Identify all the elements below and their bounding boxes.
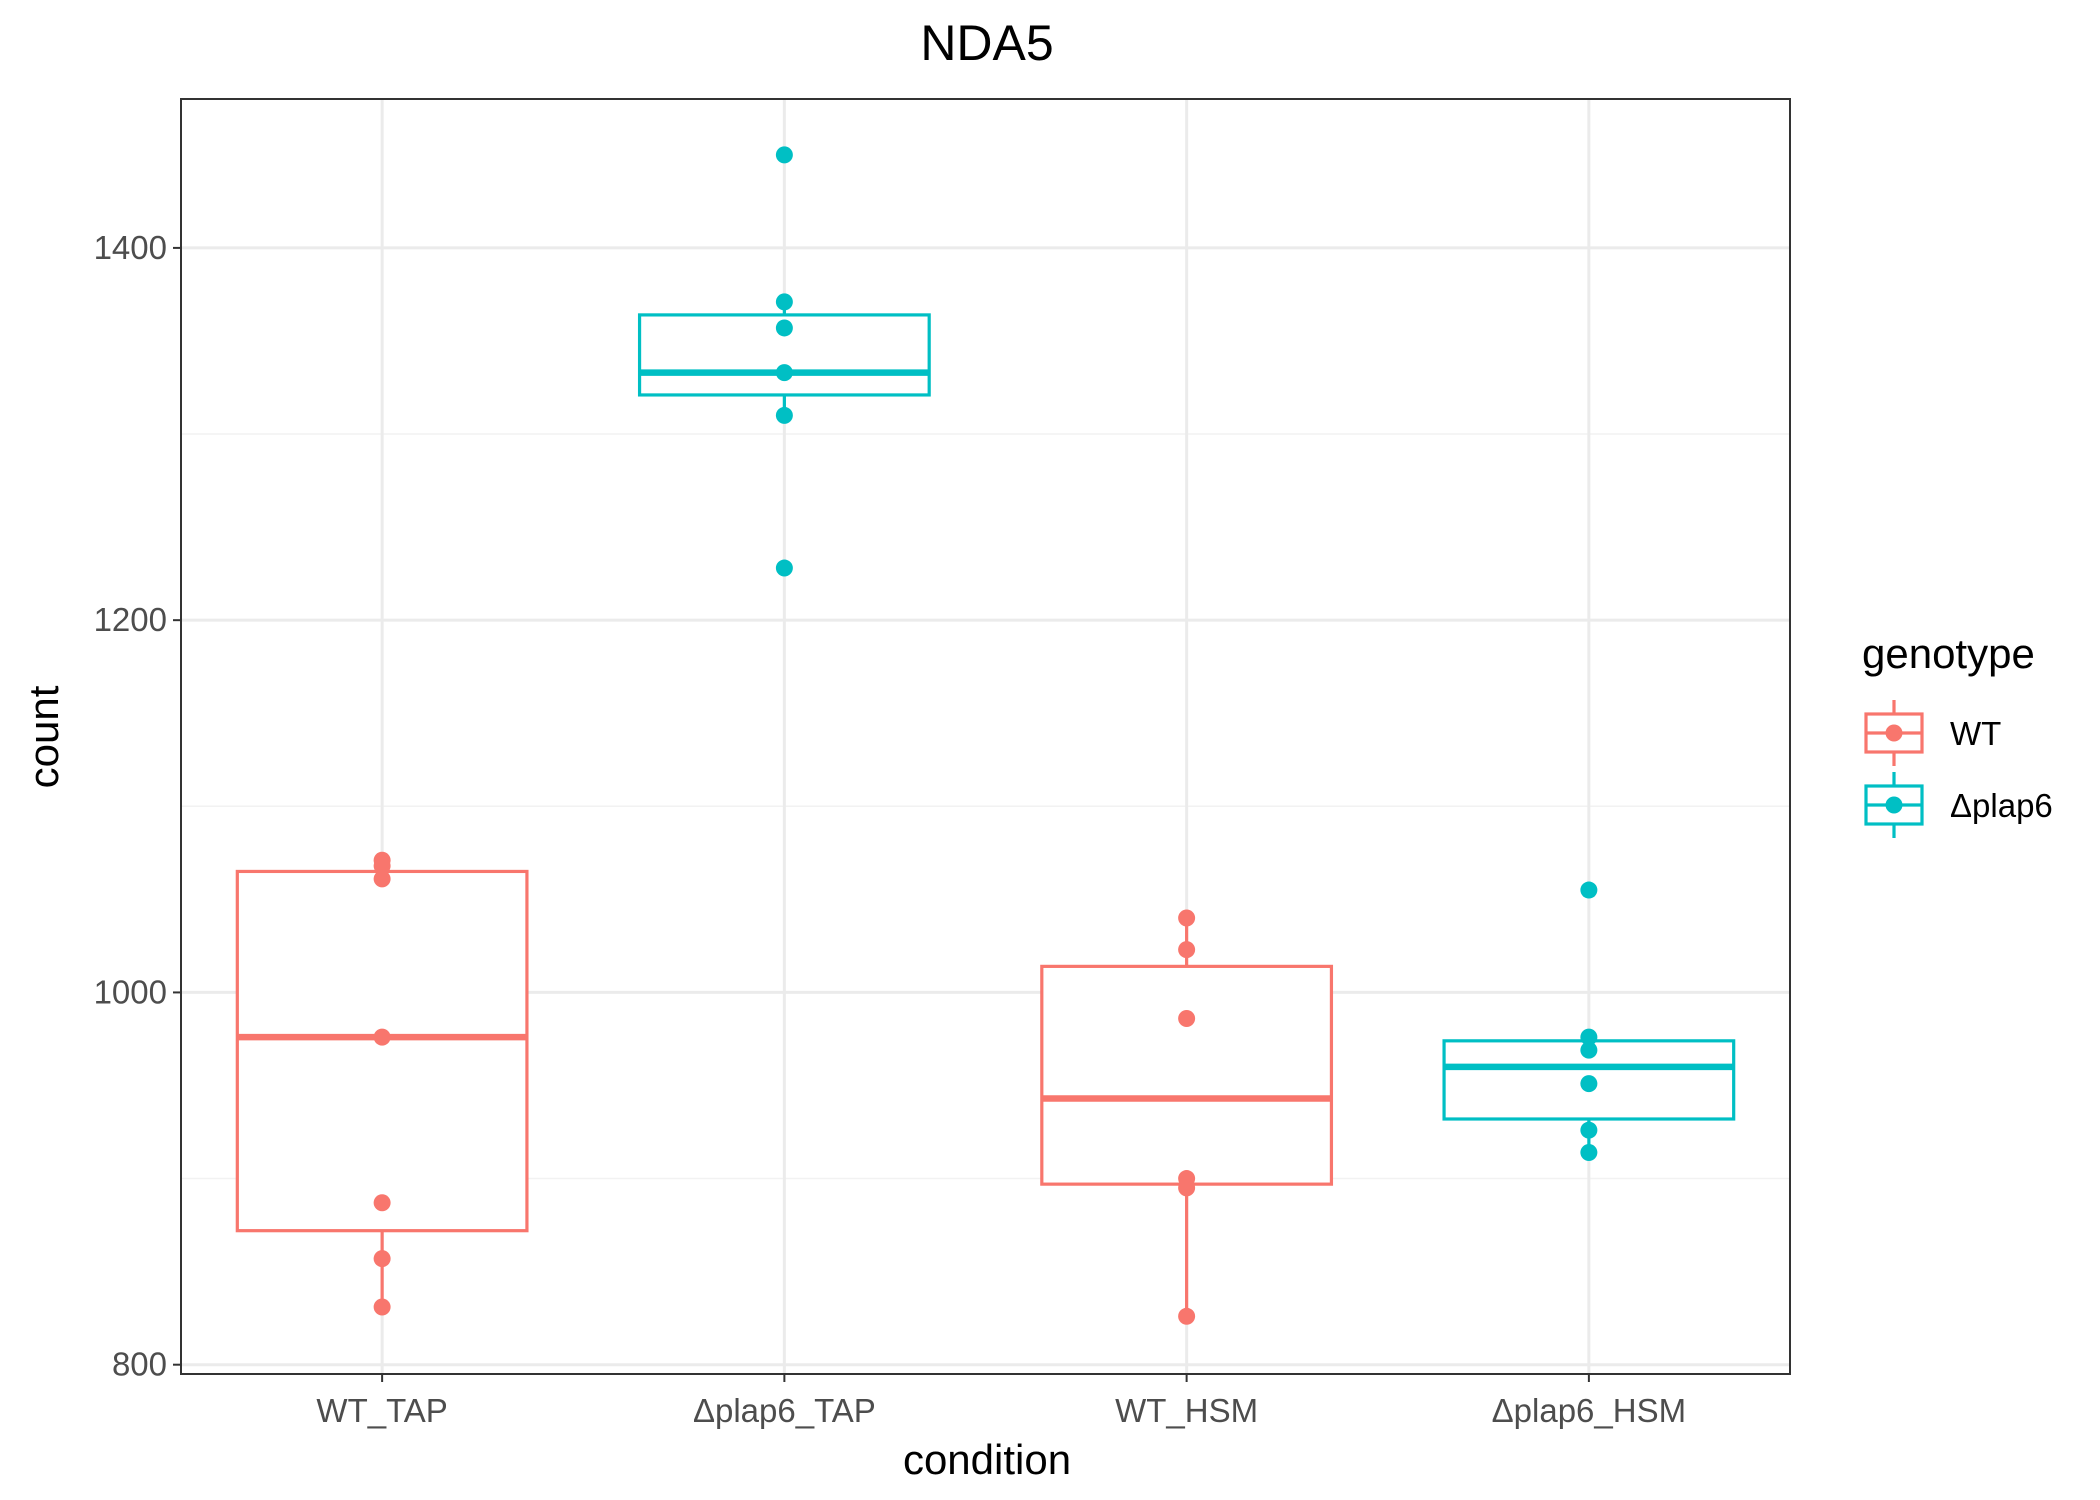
data-point xyxy=(1178,1009,1196,1027)
data-point xyxy=(1178,909,1196,927)
x-tick-label: WT_HSM xyxy=(1115,1392,1258,1429)
data-point xyxy=(775,559,793,577)
data-point xyxy=(775,146,793,164)
y-tick-label: 800 xyxy=(112,1346,167,1383)
data-point xyxy=(373,1298,391,1316)
data-point xyxy=(775,406,793,424)
chart-title: NDA5 xyxy=(920,15,1053,71)
data-point xyxy=(1580,1144,1598,1162)
data-point xyxy=(373,870,391,888)
data-point xyxy=(775,319,793,337)
data-point xyxy=(1580,1028,1598,1046)
legend-key-point xyxy=(1885,724,1903,742)
legend-item-WT: WT xyxy=(1864,700,2001,766)
box-group-Δplap6_TAP xyxy=(637,146,931,577)
legend-title: genotype xyxy=(1862,630,2035,677)
data-point xyxy=(1580,1121,1598,1139)
data-point xyxy=(373,1250,391,1268)
x-tick-label: Δplap6_HSM xyxy=(1492,1392,1686,1429)
legend-label: WT xyxy=(1950,715,2001,752)
data-point xyxy=(373,1028,391,1046)
box-group-WT_TAP xyxy=(235,851,529,1316)
data-point xyxy=(373,1194,391,1212)
plot-panel xyxy=(180,98,1791,1375)
data-point xyxy=(775,293,793,311)
data-point xyxy=(373,857,391,875)
y-tick-label: 1200 xyxy=(94,601,167,638)
data-point xyxy=(1580,1041,1598,1059)
box-group-Δplap6_HSM xyxy=(1442,881,1736,1162)
y-axis-title: count xyxy=(20,685,67,788)
legend-key-point xyxy=(1885,796,1903,814)
box-iqr xyxy=(235,869,529,1233)
legend-label: Δplap6 xyxy=(1950,787,2053,824)
x-tick-label: WT_TAP xyxy=(316,1392,447,1429)
y-tick-label: 1000 xyxy=(94,973,167,1010)
data-point xyxy=(1580,1075,1598,1093)
data-point xyxy=(775,364,793,382)
y-tick-label: 1400 xyxy=(94,229,167,266)
data-point xyxy=(1178,1307,1196,1325)
x-tick-label: Δplap6_TAP xyxy=(693,1392,876,1429)
legend: genotype WT Δplap6 xyxy=(1862,630,2053,838)
panel-border xyxy=(180,98,1791,1375)
data-point xyxy=(1178,941,1196,959)
data-point xyxy=(1580,881,1598,899)
box-group-WT_HSM xyxy=(1040,909,1334,1325)
box-iqr xyxy=(1040,964,1334,1186)
data-point xyxy=(1178,1179,1196,1197)
legend-item-Δplap6: Δplap6 xyxy=(1864,772,2053,838)
x-axis-title: condition xyxy=(903,1436,1071,1483)
